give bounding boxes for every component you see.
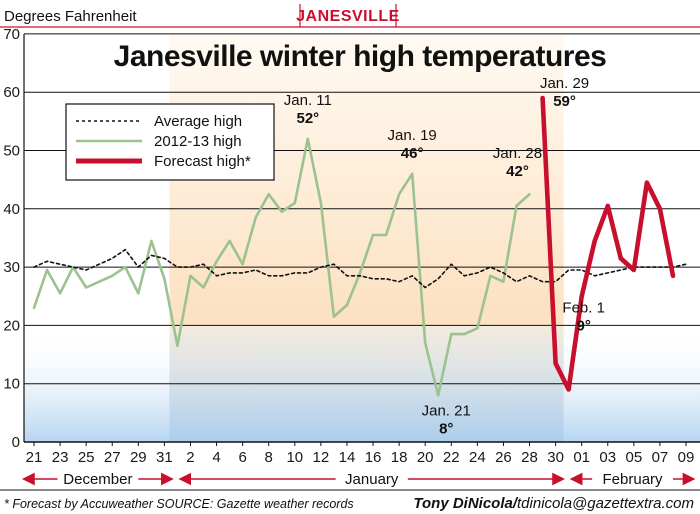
annotation-date: Jan. 28 bbox=[493, 145, 542, 162]
section-label: JANESVILLE bbox=[296, 8, 400, 25]
x-tick-label: 31 bbox=[156, 449, 173, 466]
annotation-value: 42° bbox=[506, 163, 529, 180]
x-tick-label: 21 bbox=[26, 449, 43, 466]
x-tick-label: 26 bbox=[495, 449, 512, 466]
y-tick-label: 10 bbox=[3, 376, 20, 393]
x-tick-label: 2 bbox=[186, 449, 194, 466]
month-label: January bbox=[345, 471, 399, 488]
footer-note: * Forecast by Accuweather SOURCE: Gazett… bbox=[4, 497, 354, 511]
y-tick-label: 20 bbox=[3, 317, 20, 334]
legend-label-forecast: Forecast high* bbox=[154, 153, 251, 170]
annotation-value: 52° bbox=[296, 110, 319, 127]
legend-label-average: Average high bbox=[154, 113, 242, 130]
x-tick-label: 07 bbox=[652, 449, 669, 466]
x-tick-label: 10 bbox=[286, 449, 303, 466]
x-tick-label: 29 bbox=[130, 449, 147, 466]
month-label: December bbox=[63, 471, 132, 488]
plot-background bbox=[24, 34, 700, 442]
x-tick-label: 16 bbox=[365, 449, 382, 466]
annotation-date: Jan. 19 bbox=[388, 127, 437, 144]
x-tick-label: 24 bbox=[469, 449, 486, 466]
annotation-date: Jan. 29 bbox=[540, 75, 589, 92]
x-tick-label: 05 bbox=[625, 449, 642, 466]
y-tick-label: 70 bbox=[3, 26, 20, 43]
x-tick-label: 25 bbox=[78, 449, 95, 466]
x-tick-label: 30 bbox=[547, 449, 564, 466]
credit-email: tdinicola@gazettextra.com bbox=[517, 495, 694, 512]
x-tick-label: 8 bbox=[265, 449, 273, 466]
x-tick-label: 18 bbox=[391, 449, 408, 466]
annotation-value: 59° bbox=[553, 93, 576, 110]
annotation-value: 8° bbox=[439, 420, 453, 437]
annotation-value: 9° bbox=[577, 317, 591, 334]
x-tick-label: 6 bbox=[238, 449, 246, 466]
legend: Average high 2012-13 high Forecast high* bbox=[65, 103, 275, 181]
y-tick-label: 50 bbox=[3, 143, 20, 160]
x-tick-label: 28 bbox=[521, 449, 538, 466]
y-tick-label: 40 bbox=[3, 201, 20, 218]
footer-credit: Tony DiNicola/tdinicola@gazettextra.com bbox=[413, 495, 694, 512]
x-tick-label: 20 bbox=[417, 449, 434, 466]
y-axis-ticks: 0 10 20 30 40 50 60 70 bbox=[3, 26, 20, 451]
x-tick-label: 14 bbox=[339, 449, 356, 466]
x-tick-label: 4 bbox=[212, 449, 220, 466]
x-tick-label: 01 bbox=[573, 449, 590, 466]
annotation-date: Jan. 21 bbox=[422, 402, 471, 419]
annotation-date: Jan. 11 bbox=[284, 92, 332, 109]
legend-label-observed: 2012-13 high bbox=[154, 133, 242, 150]
x-axis-ticks: 21 23 25 27 29 31 2 4 6 8 10 12 14 16 18 20 22 24 26 28 30 01… bbox=[26, 442, 695, 466]
month-label: February bbox=[603, 471, 664, 488]
y-tick-label: 60 bbox=[3, 84, 20, 101]
chart-title: Janesville winter high temperatures bbox=[114, 40, 607, 73]
x-tick-label: 23 bbox=[52, 449, 69, 466]
annotation-value: 46° bbox=[401, 145, 424, 162]
x-tick-label: 27 bbox=[104, 449, 121, 466]
units-label: Degrees Fahrenheit bbox=[4, 8, 137, 25]
month-ranges: December January February bbox=[21, 471, 696, 488]
credit-name: Tony DiNicola/ bbox=[413, 495, 518, 512]
x-tick-label: 03 bbox=[599, 449, 616, 466]
x-tick-label: 12 bbox=[313, 449, 330, 466]
x-tick-label: 22 bbox=[443, 449, 460, 466]
annotation-date: Feb. 1 bbox=[562, 299, 605, 316]
y-tick-label: 30 bbox=[3, 259, 20, 276]
x-tick-label: 09 bbox=[678, 449, 695, 466]
y-tick-label: 0 bbox=[12, 434, 20, 451]
series-layer bbox=[32, 95, 687, 397]
